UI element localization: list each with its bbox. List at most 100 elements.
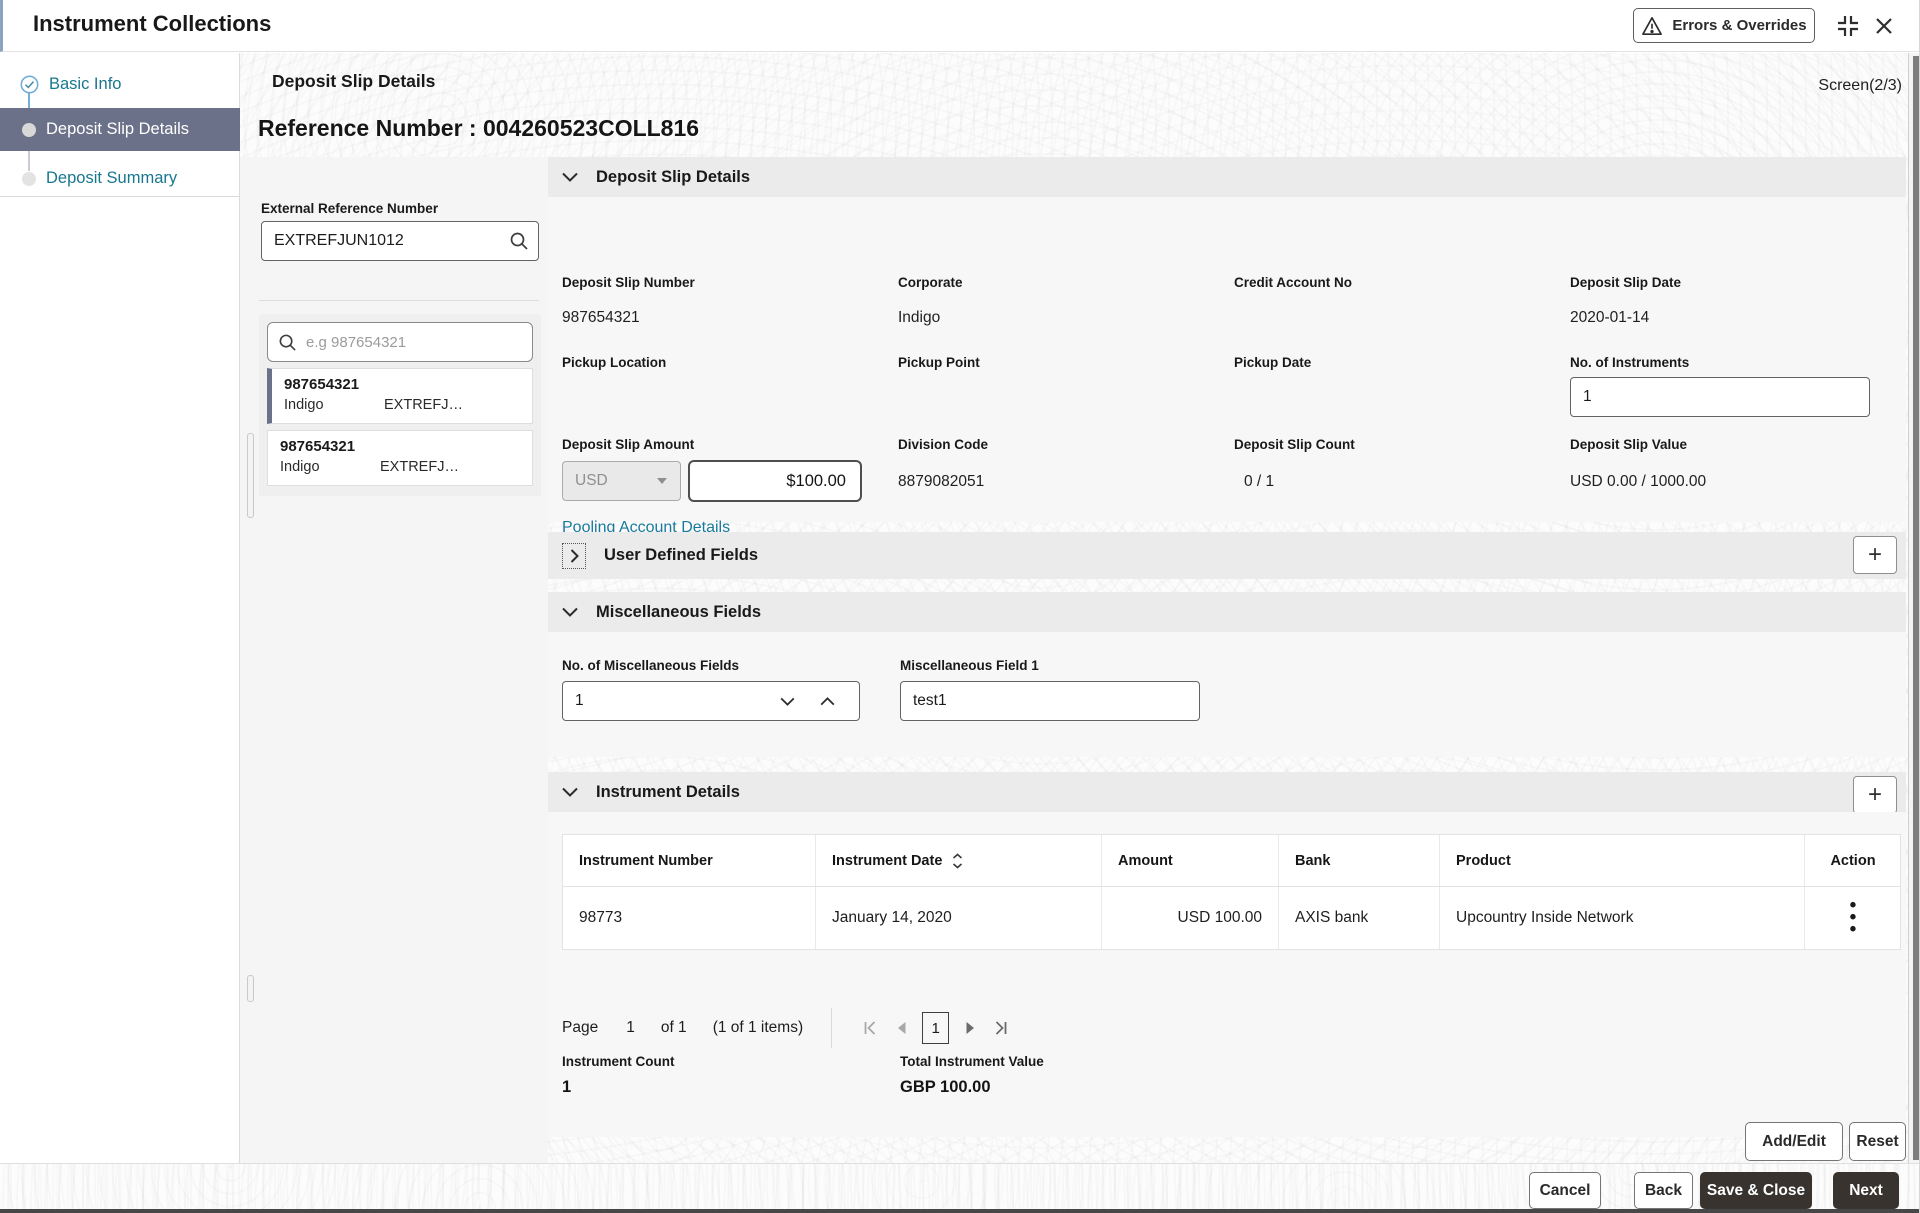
total-instrument-value-label: Total Instrument Value <box>900 1054 1044 1069</box>
field-label: Deposit Slip Count <box>1234 437 1355 452</box>
currency-select[interactable]: USD <box>562 461 681 501</box>
table-pagination: Page 1 of 1 (1 of 1 items) 1 <box>562 1008 1015 1048</box>
external-reference-label: External Reference Number <box>261 201 439 216</box>
external-reference-panel: External Reference Number <box>240 157 548 1163</box>
column-header: Action <box>1830 852 1876 869</box>
deposit-slip-number-value: 987654321 <box>562 309 640 326</box>
miscellaneous-fields-section-header[interactable]: Miscellaneous Fields <box>548 592 1906 632</box>
results-search-box[interactable] <box>267 322 533 362</box>
back-button[interactable]: Back <box>1634 1172 1693 1209</box>
exit-fullscreen-icon[interactable] <box>1835 13 1861 39</box>
field-label: Pickup Location <box>562 355 667 370</box>
field-label: Deposit Slip Value <box>1570 437 1688 452</box>
field-label: Credit Account No <box>1234 275 1352 290</box>
pooling-account-details-link[interactable]: Pooling Account Details <box>562 519 731 536</box>
add-instrument-button[interactable]: + <box>1853 776 1897 814</box>
instrument-count-value: 1 <box>562 1078 572 1096</box>
first-page-icon[interactable] <box>856 1020 886 1036</box>
step-connector <box>28 139 30 171</box>
next-page-icon[interactable] <box>955 1021 985 1035</box>
column-header-sortable[interactable]: Instrument Date <box>816 835 1102 886</box>
external-reference-input[interactable] <box>261 221 539 261</box>
amount-cell: USD 100.00 <box>1102 887 1279 949</box>
miscellaneous-field-1-input[interactable] <box>900 681 1200 721</box>
column-header[interactable]: Bank <box>1279 835 1440 886</box>
sidebar-item-deposit-summary[interactable]: Deposit Summary <box>0 157 240 200</box>
kebab-menu-icon[interactable]: • • • <box>1849 895 1857 940</box>
user-defined-fields-section-header[interactable]: User Defined Fields <box>548 532 1906 579</box>
wizard-sidebar: Basic Info Deposit Slip Details Deposit … <box>0 53 240 1163</box>
window-header: Instrument Collections Errors & Override… <box>0 0 1919 52</box>
field-label: Division Code <box>898 437 989 452</box>
result-corporate: Indigo <box>280 459 320 475</box>
warning-triangle-icon <box>1641 16 1663 36</box>
column-header[interactable]: Amount <box>1102 835 1279 886</box>
deposit-slip-details-section-header[interactable]: Deposit Slip Details <box>548 157 1906 197</box>
caret-down-icon <box>656 477 668 485</box>
close-icon[interactable] <box>1871 13 1897 39</box>
result-item-selected[interactable]: 987654321 Indigo EXTREFJ… <box>267 368 533 424</box>
column-header[interactable]: Instrument Number <box>563 835 816 886</box>
chevron-right-icon[interactable] <box>562 542 586 569</box>
no-of-instruments-input[interactable] <box>1570 377 1870 417</box>
footer-bar <box>0 1163 1919 1210</box>
deposit-slip-value-value: USD 0.00 / 1000.00 <box>1570 473 1707 490</box>
instruments-table: Instrument Number Instrument Date Amount… <box>562 834 1901 950</box>
step-bullet-icon <box>22 122 36 137</box>
result-corporate: Indigo <box>284 397 324 413</box>
chevron-down-icon <box>562 787 578 797</box>
sidebar-divider <box>0 196 240 197</box>
deposit-slip-details-section-body: Deposit Slip Number Corporate Credit Acc… <box>548 197 1906 536</box>
instrument-details-section-body: Instrument Number Instrument Date Amount… <box>548 812 1906 1137</box>
scrollbar-thumb[interactable] <box>1913 56 1919 1160</box>
cancel-button[interactable]: Cancel <box>1529 1172 1601 1209</box>
pagination-divider <box>831 1008 833 1048</box>
instrument-count-label: Instrument Count <box>562 1054 675 1069</box>
results-search-input[interactable] <box>306 333 522 351</box>
misc-fields-count-stepper[interactable]: 1 <box>562 681 860 721</box>
search-icon[interactable] <box>509 231 529 251</box>
reference-number-heading: Reference Number : 004260523COLL816 <box>258 115 700 141</box>
check-circle-icon <box>20 75 39 94</box>
sidebar-item-deposit-slip-details[interactable]: Deposit Slip Details <box>0 108 240 151</box>
page-title: Deposit Slip Details <box>272 71 436 91</box>
result-item[interactable]: 987654321 Indigo EXTREFJ… <box>267 430 533 486</box>
field-label: Deposit Slip Number <box>562 275 695 290</box>
search-icon <box>278 333 297 352</box>
page-label: Page <box>562 1019 599 1036</box>
window-bottom-edge <box>0 1209 1919 1213</box>
last-page-icon[interactable] <box>985 1020 1015 1036</box>
vertical-scrollbar[interactable] <box>1908 53 1919 1163</box>
row-action-cell: • • • <box>1805 887 1901 949</box>
field-label: Deposit Slip Amount <box>562 437 695 452</box>
next-button[interactable]: Next <box>1833 1172 1899 1209</box>
step-label: Deposit Summary <box>46 169 178 187</box>
chevron-down-icon <box>562 607 578 617</box>
page-number: 1 <box>626 1019 635 1036</box>
window-title: Instrument Collections <box>33 11 272 36</box>
chevron-down-icon[interactable] <box>767 697 807 706</box>
deposit-slip-date-value: 2020-01-14 <box>1570 309 1650 326</box>
instrument-number-cell: 98773 <box>563 887 816 949</box>
deposit-slip-amount-input[interactable] <box>688 460 862 502</box>
reset-button[interactable]: Reset <box>1849 1122 1906 1161</box>
errors-overrides-button[interactable]: Errors & Overrides <box>1633 8 1815 43</box>
table-row[interactable]: 98773 January 14, 2020 USD 100.00 AXIS b… <box>563 887 1900 949</box>
chevron-up-icon[interactable] <box>807 696 847 706</box>
save-and-close-button[interactable]: Save & Close <box>1700 1172 1812 1209</box>
corporate-value: Indigo <box>898 309 941 326</box>
add-edit-button[interactable]: Add/Edit <box>1745 1122 1843 1161</box>
page-of-label: of 1 <box>660 1019 687 1036</box>
column-header[interactable]: Product <box>1440 835 1805 886</box>
sidebar-item-basic-info[interactable]: Basic Info <box>0 64 240 104</box>
panel-scrollbar[interactable] <box>247 975 254 1002</box>
field-label: Pickup Point <box>898 355 980 370</box>
current-page-box[interactable]: 1 <box>922 1012 950 1044</box>
miscellaneous-fields-section-body: No. of Miscellaneous Fields 1 Miscellane… <box>548 632 1906 757</box>
previous-page-icon[interactable] <box>886 1021 916 1035</box>
sort-icon[interactable] <box>952 852 963 869</box>
add-user-defined-field-button[interactable]: + <box>1853 536 1897 574</box>
instrument-details-section-header[interactable]: Instrument Details <box>548 772 1906 812</box>
result-ext-ref: EXTREFJ… <box>380 459 459 475</box>
panel-scrollbar[interactable] <box>247 433 254 518</box>
